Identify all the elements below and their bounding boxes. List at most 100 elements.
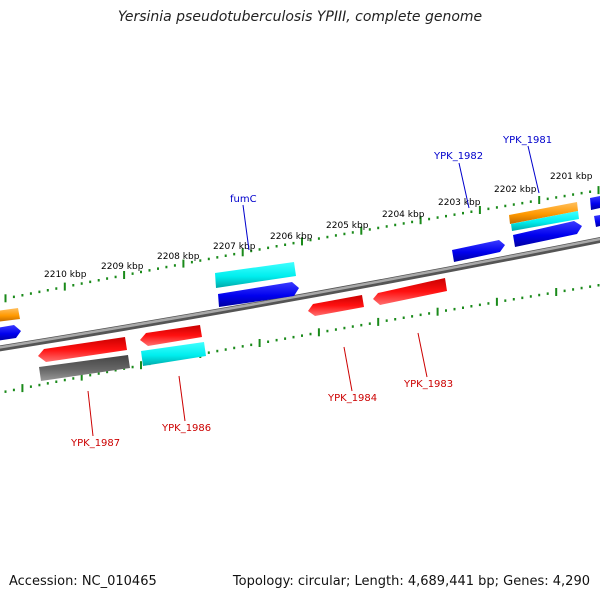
feature-fumC-gene[interactable]: [218, 282, 299, 307]
inner-minor-tick: [597, 284, 600, 287]
inner-minor-tick: [46, 382, 49, 385]
scale-label-2203: 2203 kbp: [438, 198, 481, 208]
outer-minor-tick: [385, 225, 388, 228]
feature-blue-right[interactable]: [590, 196, 600, 210]
inner-minor-tick: [114, 369, 117, 372]
outer-tick-track: [4, 186, 600, 303]
inner-minor-tick: [12, 388, 15, 392]
inner-minor-tick: [563, 289, 566, 293]
scale-label-2202: 2202 kbp: [494, 185, 537, 195]
outer-minor-tick: [402, 222, 405, 225]
feature-YPK_1981-cds[interactable]: [509, 202, 578, 224]
outer-minor-tick: [470, 210, 473, 213]
inner-minor-tick: [521, 296, 524, 300]
outer-minor-tick: [394, 223, 397, 227]
map-title: Yersinia pseudotuberculosis YPIII, compl…: [117, 9, 483, 25]
outer-major-tick: [478, 206, 481, 214]
inner-minor-tick: [301, 334, 303, 337]
feature-blue-mid[interactable]: [452, 240, 505, 262]
outer-major-tick: [597, 186, 600, 195]
outer-major-tick: [4, 294, 7, 303]
inner-minor-tick: [29, 385, 32, 388]
outer-minor-tick: [275, 245, 278, 248]
inner-minor-tick: [411, 315, 414, 318]
inner-major-tick: [80, 372, 83, 381]
outer-minor-tick: [377, 226, 380, 230]
inner-minor-tick: [589, 285, 592, 288]
inner-minor-tick: [55, 380, 58, 383]
inner-major-tick: [21, 384, 24, 393]
inner-major-tick: [377, 317, 380, 326]
feature-YPK_1981-cds2[interactable]: [511, 211, 579, 231]
outer-minor-tick: [106, 277, 109, 280]
inner-minor-tick: [453, 307, 456, 311]
outer-minor-tick: [334, 234, 337, 237]
outer-minor-tick: [529, 200, 532, 203]
outer-minor-tick: [114, 275, 117, 279]
outer-minor-tick: [436, 216, 439, 219]
inner-minor-tick: [224, 348, 227, 351]
inner-minor-tick: [394, 318, 397, 321]
outer-minor-tick: [148, 269, 151, 272]
inner-minor-tick: [38, 383, 41, 387]
outer-minor-tick: [555, 196, 558, 199]
inner-minor-tick: [63, 378, 66, 382]
inner-major-tick: [258, 339, 261, 347]
inner-major-tick: [495, 297, 498, 306]
outer-minor-tick: [173, 264, 176, 267]
inner-minor-tick: [309, 332, 312, 336]
outer-minor-tick: [504, 204, 507, 208]
feature-blue-right2[interactable]: [594, 215, 600, 227]
outer-minor-tick: [343, 232, 346, 236]
inner-minor-tick: [292, 335, 295, 339]
outer-minor-tick: [258, 248, 261, 251]
label-YPK_1983: YPK_1983: [403, 379, 453, 390]
inner-major-tick: [555, 288, 558, 296]
inner-minor-tick: [580, 286, 583, 290]
inner-major-tick: [436, 307, 439, 316]
feature-YPK_1986-gene[interactable]: [140, 325, 202, 346]
genome-summary-text: Topology: circular; Length: 4,689,441 bp…: [232, 574, 590, 589]
outer-minor-tick: [495, 206, 498, 209]
inner-minor-tick: [351, 325, 354, 328]
inner-major-tick: [317, 328, 320, 337]
outer-minor-tick: [21, 294, 24, 297]
label-YPK_1987: YPK_1987: [70, 438, 120, 449]
feature-YPK_1987-gene[interactable]: [38, 337, 127, 362]
inner-minor-tick: [428, 312, 431, 315]
feature-YPK_1981-gene[interactable]: [513, 221, 582, 247]
label-YPK_1981: YPK_1981: [502, 135, 552, 146]
feature-blue-left[interactable]: [0, 325, 21, 341]
inner-minor-tick: [334, 328, 337, 331]
scale-label-2209: 2209 kbp: [101, 262, 144, 272]
inner-minor-tick: [487, 302, 490, 305]
feature-fumC-cds[interactable]: [215, 262, 296, 288]
feature-YPK_1983-gene[interactable]: [373, 278, 447, 305]
outer-minor-tick: [292, 241, 295, 245]
inner-minor-tick: [72, 377, 75, 380]
inner-minor-tick: [419, 313, 422, 317]
outer-minor-tick: [72, 284, 75, 287]
inner-minor-tick: [445, 309, 447, 312]
inner-minor-tick: [462, 306, 464, 309]
outer-major-tick: [123, 271, 126, 279]
outer-minor-tick: [165, 265, 168, 269]
feature-YPK_1986-cds[interactable]: [141, 342, 206, 366]
outer-minor-tick: [29, 292, 32, 295]
accession-text: Accession: NC_010465: [9, 574, 157, 589]
inner-minor-tick: [4, 390, 7, 393]
outer-minor-tick: [267, 246, 270, 250]
outer-minor-tick: [250, 249, 253, 253]
outer-minor-tick: [38, 290, 41, 294]
outer-minor-tick: [462, 211, 464, 215]
outer-minor-tick: [46, 289, 49, 292]
inner-minor-tick: [360, 323, 363, 327]
feature-YPK_1984-gene[interactable]: [308, 295, 364, 316]
outer-minor-tick: [445, 214, 447, 218]
feature-YPK_1987-cds[interactable]: [39, 355, 130, 381]
feature-orange-left[interactable]: [0, 308, 20, 322]
outer-minor-tick: [131, 272, 134, 275]
inner-minor-tick: [343, 326, 346, 330]
outer-major-tick: [182, 259, 185, 268]
inner-minor-tick: [275, 338, 278, 342]
